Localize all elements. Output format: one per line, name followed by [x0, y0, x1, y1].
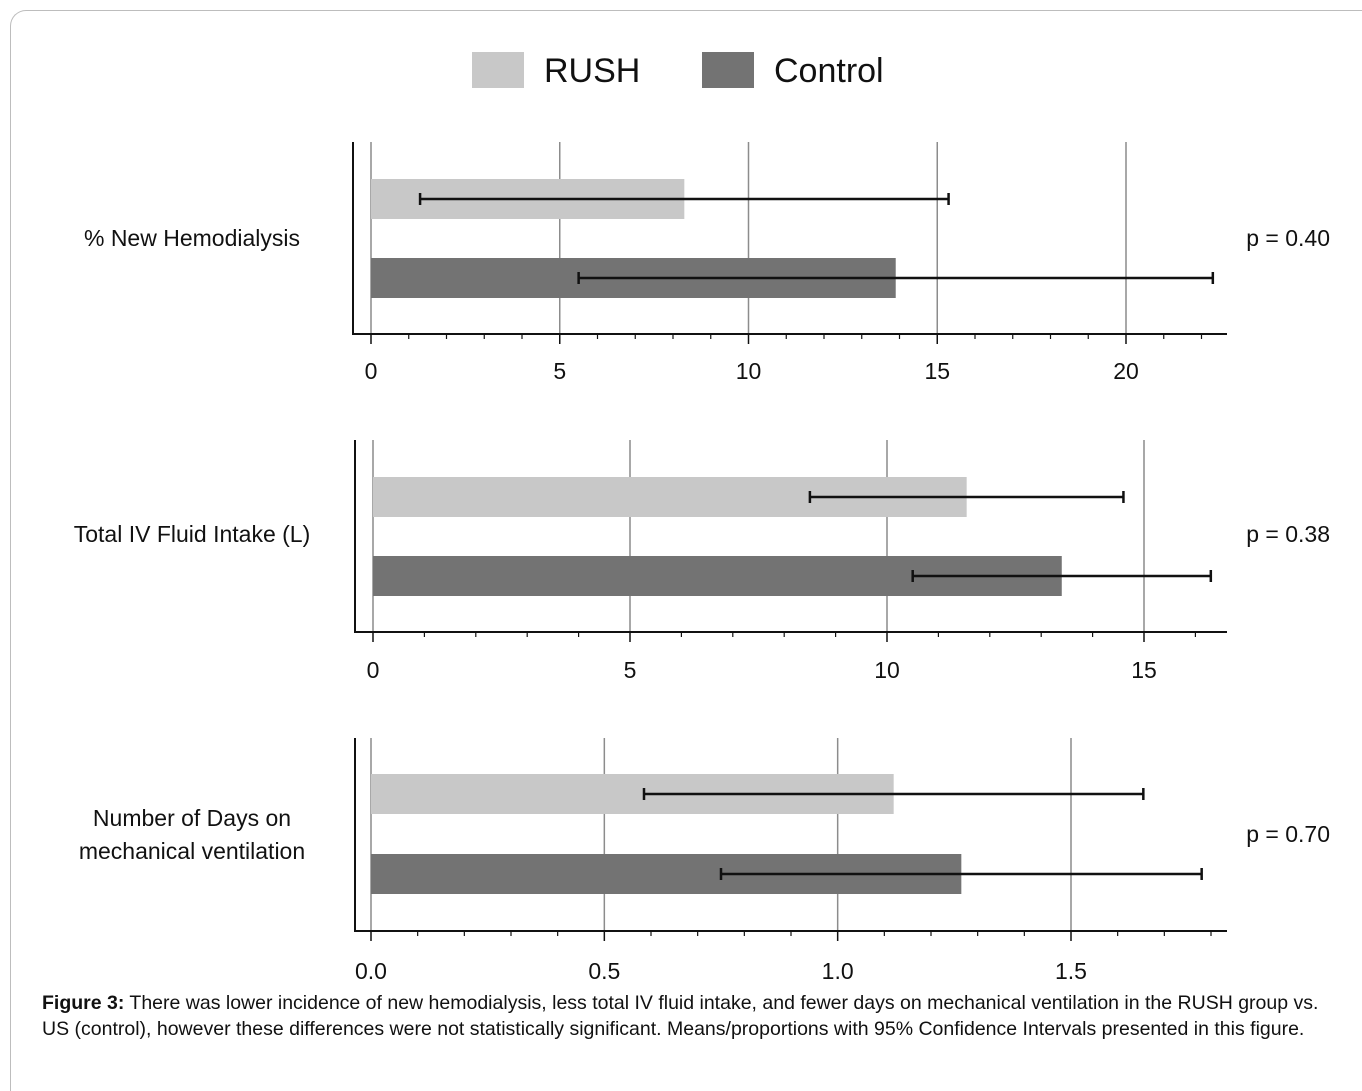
tick-label-3-3: 1.5	[1055, 958, 1087, 984]
caption-text: There was lower incidence of new hemodia…	[42, 992, 1319, 1040]
tick-label-3-2: 1.0	[822, 958, 854, 984]
figure-caption: Figure 3: There was lower incidence of n…	[42, 990, 1347, 1042]
tick-label-2-2: 10	[874, 657, 900, 683]
tick-label-2-1: 5	[624, 657, 637, 683]
chart-area: 0 5 10 15 20 % New Hemodialysis p = 0.40 0 5 10 15…	[74, 142, 1330, 984]
tick-label-3-1: 0.5	[588, 958, 620, 984]
caption-label: Figure 3:	[42, 992, 125, 1014]
tick-label-1-2: 10	[736, 358, 762, 384]
category-label-1: % New Hemodialysis	[84, 225, 300, 251]
tick-label-1-3: 15	[924, 358, 950, 384]
legend-label-rush: RUSH	[544, 52, 641, 90]
legend-swatch-control	[702, 52, 754, 88]
tick-label-2-3: 15	[1131, 657, 1157, 683]
figure-frame	[10, 10, 1362, 1091]
legend-swatch-rush	[472, 52, 524, 88]
tick-label-1-0: 0	[365, 358, 378, 384]
p-value-label-2: p = 0.38	[1246, 521, 1330, 547]
tick-label-3-0: 0.0	[355, 958, 387, 984]
tick-label-1-1: 5	[553, 358, 566, 384]
legend-label-control: Control	[774, 52, 884, 90]
category-label-3: Number of Days on mechanical ventilation	[79, 805, 305, 864]
tick-label-1-4: 20	[1113, 358, 1139, 384]
p-value-label-1: p = 0.40	[1246, 225, 1330, 251]
p-value-label-3: p = 0.70	[1246, 821, 1330, 847]
category-label-2: Total IV Fluid Intake (L)	[74, 521, 311, 547]
tick-label-2-0: 0	[367, 657, 380, 683]
